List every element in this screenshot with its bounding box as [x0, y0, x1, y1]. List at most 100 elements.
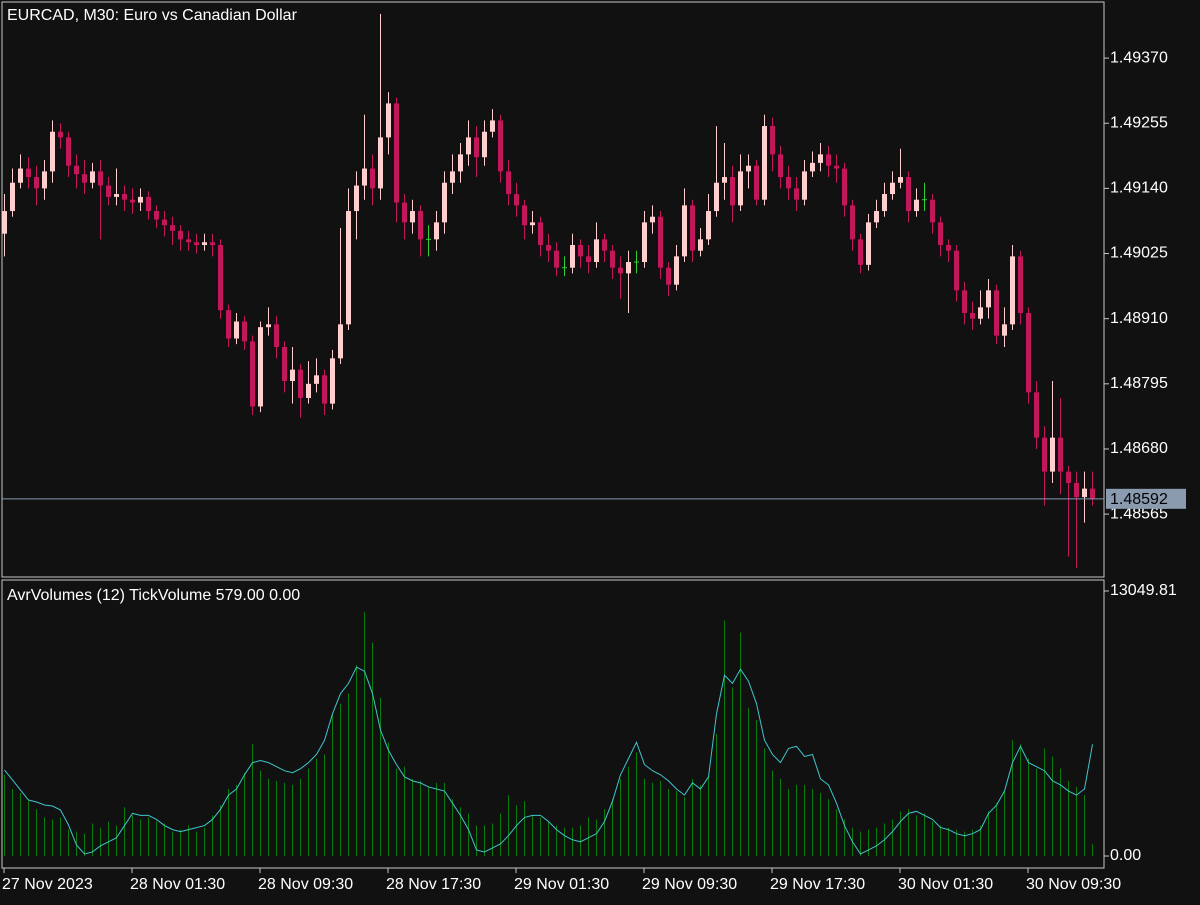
x-tick-label: 30 Nov 09:30	[1026, 876, 1121, 893]
candle-body	[66, 137, 71, 166]
current-price-label: 1.48592	[1110, 491, 1168, 508]
candle-body	[450, 171, 455, 183]
candle-body	[170, 225, 175, 231]
candle-body	[290, 369, 295, 381]
x-tick-label: 29 Nov 09:30	[642, 876, 737, 893]
candle-body	[866, 222, 871, 265]
y-tick-label: 1.49140	[1110, 180, 1168, 197]
candle-body	[962, 290, 967, 314]
candle-body	[1090, 488, 1095, 499]
candle-body	[714, 182, 719, 212]
candle-body	[570, 245, 575, 268]
candle-body	[498, 120, 503, 172]
candle-body	[306, 383, 311, 398]
candle-body	[2, 211, 7, 234]
y-tick-label: 1.49025	[1110, 245, 1168, 262]
candle-body	[474, 137, 479, 158]
candle-body	[458, 154, 463, 172]
candle-body	[522, 205, 527, 226]
volume-panel	[1, 579, 1105, 869]
candle-body	[162, 219, 167, 226]
y-tick-label: 1.49370	[1110, 49, 1168, 66]
candle-body	[386, 103, 391, 138]
price-panel	[1, 1, 1105, 578]
candle-body	[938, 222, 943, 246]
candle-body	[1082, 488, 1087, 498]
candle-body	[282, 347, 287, 381]
candle-body	[586, 256, 591, 263]
candle-body	[762, 126, 767, 200]
y-tick-label: 1.48680	[1110, 440, 1168, 457]
candle-body	[322, 375, 327, 404]
candle-body	[394, 103, 399, 203]
candle-body	[186, 239, 191, 243]
candle-body	[1010, 256, 1015, 325]
candle-body	[98, 171, 103, 186]
candle-body	[26, 168, 31, 178]
chart-title: EURCAD, M30: Euro vs Canadian Dollar	[7, 7, 298, 24]
candle-body	[778, 154, 783, 178]
candle-body	[698, 239, 703, 251]
candle-body	[258, 327, 263, 407]
y-tick-label: 1.48565	[1110, 505, 1168, 522]
candle-body	[418, 211, 423, 240]
candle-body	[898, 177, 903, 183]
candle-body	[514, 194, 519, 206]
candle-body	[746, 165, 751, 172]
candle-body	[810, 162, 815, 172]
candle-body	[690, 205, 695, 251]
candle-body	[106, 185, 111, 197]
candle-body	[674, 256, 679, 285]
candle-body	[434, 222, 439, 240]
candle-body	[754, 165, 759, 200]
candle-body	[154, 211, 159, 220]
candle-body	[298, 369, 303, 398]
candle-body	[82, 174, 87, 183]
x-tick-label: 27 Nov 2023	[2, 876, 93, 893]
candle-body	[90, 171, 95, 183]
candle-body	[194, 242, 199, 246]
candle-body	[970, 313, 975, 319]
candle-body	[1018, 256, 1023, 314]
candle-body	[410, 211, 415, 223]
candle-body	[770, 126, 775, 155]
candle-body	[594, 239, 599, 263]
candle-body	[890, 182, 895, 195]
candle-body	[794, 188, 799, 200]
candle-body	[466, 137, 471, 155]
candle-body	[914, 199, 919, 212]
average-volume-line	[4, 666, 1093, 855]
candle-body	[330, 358, 335, 404]
candle-body	[274, 324, 279, 347]
candle-body	[34, 177, 39, 189]
candle-body	[842, 168, 847, 206]
candle-body	[626, 262, 631, 274]
candle-body	[378, 137, 383, 189]
candle-body	[730, 177, 735, 206]
candle-body	[50, 131, 55, 172]
y-tick-label: 0.00	[1110, 847, 1141, 864]
candle-body	[482, 131, 487, 158]
candle-body	[538, 222, 543, 246]
candle-body	[650, 216, 655, 223]
candle-body	[338, 324, 343, 359]
candle-body	[1050, 437, 1055, 472]
candle-body	[994, 290, 999, 336]
candle-body	[874, 211, 879, 223]
x-tick-label: 29 Nov 01:30	[514, 876, 609, 893]
candle-body	[578, 245, 583, 257]
candle-body	[42, 171, 47, 189]
indicator-title: AvrVolumes (12) TickVolume 579.00 0.00	[7, 587, 300, 604]
candle-body	[682, 205, 687, 257]
candle-body	[978, 307, 983, 319]
candle-body	[602, 239, 607, 251]
candle-body	[546, 245, 551, 251]
candle-body	[530, 222, 535, 226]
x-tick-label: 28 Nov 17:30	[386, 876, 481, 893]
y-tick-label: 13049.81	[1110, 582, 1177, 599]
candle-body	[642, 222, 647, 263]
candle-body	[346, 211, 351, 325]
y-tick-label: 1.49255	[1110, 114, 1168, 131]
candle-body	[610, 250, 615, 268]
candle-body	[882, 194, 887, 212]
